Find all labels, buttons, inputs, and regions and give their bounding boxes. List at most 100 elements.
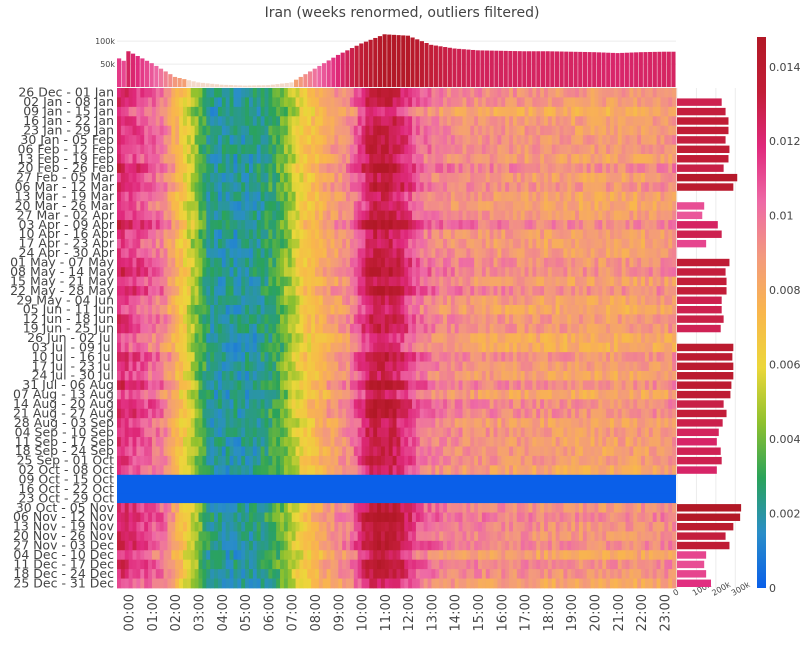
heatmap-cell bbox=[264, 154, 269, 164]
heatmap-cell bbox=[159, 389, 164, 400]
heatmap-cell bbox=[660, 276, 665, 287]
heatmap-cell bbox=[540, 210, 545, 221]
heatmap-cell bbox=[283, 238, 289, 249]
heatmap-cell bbox=[613, 323, 619, 334]
heatmap-cell bbox=[311, 267, 316, 278]
heatmap-cell bbox=[485, 88, 491, 98]
heatmap-cell bbox=[644, 371, 650, 381]
heatmap-cell bbox=[377, 125, 382, 136]
heatmap-cell bbox=[272, 361, 277, 372]
heatmap-cell bbox=[373, 229, 378, 240]
heatmap-cell bbox=[443, 257, 448, 268]
heatmap-cell bbox=[396, 323, 401, 334]
heatmap-cell bbox=[446, 191, 452, 202]
heatmap-cell bbox=[233, 286, 238, 296]
heatmap-cell bbox=[303, 172, 308, 183]
heatmap-cell bbox=[229, 286, 234, 296]
heatmap-cell bbox=[633, 286, 638, 296]
heatmap-cell bbox=[349, 276, 355, 287]
heatmap-cell bbox=[295, 389, 300, 400]
heatmap-cell bbox=[241, 399, 246, 410]
heatmap-cell bbox=[140, 323, 145, 334]
heatmap-cell bbox=[652, 163, 657, 174]
heatmap-cell bbox=[610, 97, 615, 108]
heatmap-cell bbox=[190, 210, 196, 221]
heatmap-cell bbox=[217, 380, 223, 391]
heatmap-cell bbox=[443, 399, 448, 410]
heatmap-cell bbox=[307, 238, 312, 249]
heatmap-cell bbox=[602, 163, 607, 174]
heatmap-cell bbox=[567, 172, 572, 183]
heatmap-cell bbox=[241, 191, 246, 202]
heatmap-cell bbox=[602, 144, 607, 155]
heatmap-cell bbox=[617, 323, 623, 334]
heatmap-cell bbox=[439, 380, 444, 391]
heatmap-cell bbox=[644, 314, 650, 325]
heatmap-cell bbox=[225, 352, 230, 362]
heatmap-cell bbox=[575, 125, 580, 136]
heatmap-cell bbox=[446, 333, 452, 344]
heatmap-cell bbox=[551, 248, 557, 259]
heatmap-cell bbox=[633, 106, 638, 117]
heatmap-cell bbox=[349, 314, 355, 325]
heatmap-cell bbox=[602, 389, 607, 400]
heatmap-cell bbox=[590, 276, 595, 287]
heatmap-cell bbox=[303, 304, 308, 315]
heatmap-cell bbox=[318, 191, 324, 202]
heatmap-cell bbox=[190, 399, 196, 410]
heatmap-cell bbox=[307, 323, 312, 334]
heatmap-cell bbox=[237, 295, 242, 306]
heatmap-cell bbox=[210, 125, 215, 136]
heatmap-cell bbox=[629, 323, 634, 334]
heatmap-cell bbox=[276, 333, 281, 344]
heatmap-cell bbox=[559, 135, 564, 145]
heatmap-cell bbox=[512, 257, 518, 268]
heatmap-cell bbox=[338, 172, 343, 183]
heatmap-cell bbox=[516, 163, 522, 174]
heatmap-cell bbox=[625, 182, 630, 193]
heatmap-cell bbox=[660, 116, 665, 127]
heatmap-cell bbox=[155, 125, 161, 136]
heatmap-cell bbox=[656, 238, 661, 249]
heatmap-cell bbox=[660, 154, 665, 164]
heatmap-cell bbox=[555, 371, 560, 381]
heatmap-cell bbox=[349, 295, 355, 306]
heatmap-cell bbox=[590, 220, 595, 230]
heatmap-cell bbox=[512, 163, 518, 174]
heatmap-cell bbox=[120, 220, 126, 230]
heatmap-cell bbox=[571, 371, 576, 381]
heatmap-cell bbox=[287, 352, 293, 362]
heatmap-cell bbox=[571, 182, 576, 193]
heatmap-cell bbox=[474, 304, 479, 315]
heatmap-cell bbox=[167, 371, 172, 381]
heatmap-cell bbox=[625, 314, 630, 325]
heatmap-cell bbox=[435, 361, 440, 372]
heatmap-cell bbox=[470, 267, 475, 278]
heatmap-cell bbox=[509, 163, 514, 174]
heatmap-cell bbox=[388, 352, 394, 362]
heatmap-cell bbox=[606, 229, 611, 240]
heatmap-cell bbox=[322, 172, 328, 183]
heatmap-cell bbox=[136, 257, 141, 268]
heatmap-cell bbox=[124, 389, 130, 400]
heatmap-cell bbox=[291, 276, 296, 287]
heatmap-cell bbox=[532, 116, 537, 127]
heatmap-cell bbox=[120, 182, 126, 193]
heatmap-cell bbox=[501, 238, 506, 249]
heatmap-cell bbox=[241, 97, 246, 108]
heatmap-cell bbox=[582, 267, 588, 278]
heatmap-cell bbox=[384, 201, 390, 212]
heatmap-cell bbox=[493, 323, 498, 334]
heatmap-cell bbox=[439, 88, 444, 98]
heatmap-cell bbox=[396, 88, 401, 98]
heatmap-cell bbox=[326, 144, 331, 155]
heatmap-cell bbox=[338, 106, 343, 117]
heatmap-cell bbox=[571, 201, 576, 212]
heatmap-cell bbox=[342, 135, 347, 145]
heatmap-cell bbox=[132, 191, 137, 202]
heatmap-cell bbox=[481, 191, 487, 202]
heatmap-cell bbox=[163, 144, 168, 155]
heatmap-cell bbox=[295, 116, 300, 127]
heatmap-cell bbox=[117, 267, 122, 278]
heatmap-cell bbox=[610, 172, 615, 183]
